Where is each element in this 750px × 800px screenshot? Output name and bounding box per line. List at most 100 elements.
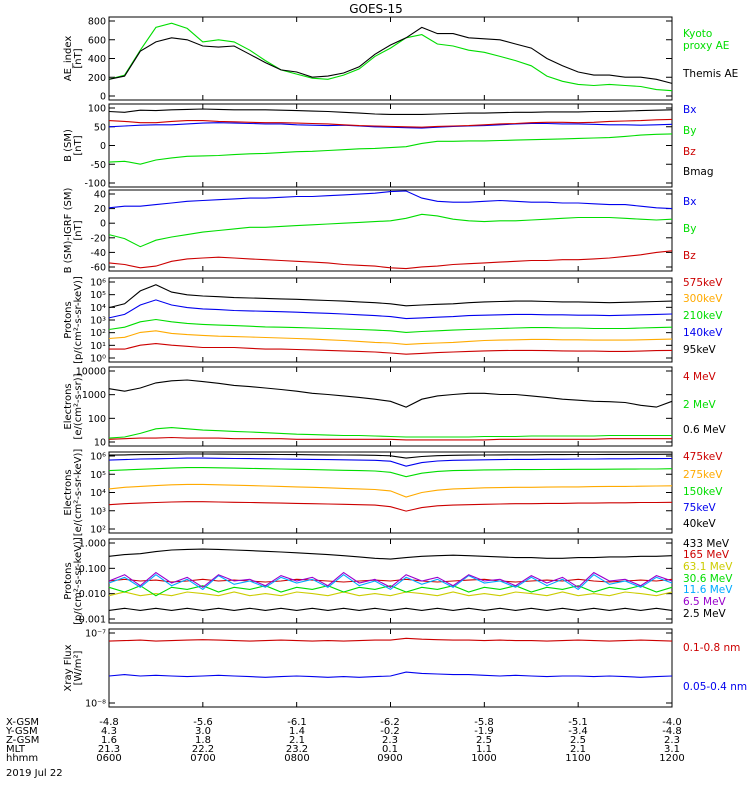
footer-value: 21.3 bbox=[98, 744, 120, 755]
footer-value: 1200 bbox=[659, 753, 684, 764]
series-line-bx bbox=[108, 122, 673, 129]
series-line-300kev bbox=[108, 330, 673, 345]
y-tick-label: 100 bbox=[88, 104, 106, 115]
legend-entry: 0.05-0.4 nm bbox=[683, 681, 747, 693]
footer-row-label: hhmm bbox=[6, 753, 38, 764]
footer-value: 22.2 bbox=[192, 744, 214, 755]
y-axis-label: Protons[p/(cm²-s-sr-keV)] bbox=[63, 276, 84, 364]
footer-value: -0.2 bbox=[380, 726, 400, 737]
y-tick-label: 10⁻⁷ bbox=[85, 629, 106, 640]
series-line-575kev bbox=[109, 343, 673, 355]
legend-entry: 4 MeV bbox=[683, 371, 717, 383]
legend-entry: 95keV bbox=[683, 344, 717, 356]
panel-3: 40 20 0 -20 -40 -60 B (SM)-IGRF (SM)[nT] Bx By Bz bbox=[63, 188, 696, 274]
legend-entry: Kyoto bbox=[683, 28, 712, 40]
footer-value: 2.5 bbox=[570, 735, 586, 746]
legend-entry: 0.6 MeV bbox=[683, 424, 727, 436]
series-line-210kev bbox=[108, 318, 673, 333]
y-tick-label: 0.001 bbox=[79, 615, 106, 626]
legend-entry: By bbox=[683, 125, 696, 137]
y-tick-label: 10² bbox=[90, 328, 106, 339]
legend-entry: 433 MeV bbox=[683, 538, 730, 550]
series-line-by bbox=[108, 213, 673, 248]
y-axis-label: Protons[p/(cm²-s-sr-keV)] bbox=[63, 537, 84, 625]
legend-entry: 63.1 MeV bbox=[683, 561, 733, 573]
y-tick-label: 200 bbox=[88, 73, 106, 84]
y-tick-label: -50 bbox=[90, 160, 106, 171]
footer-value: -5.6 bbox=[193, 717, 213, 728]
y-tick-label: 50 bbox=[94, 122, 106, 133]
panel-7: 1.000 0.100 0.010 0.001Protons[p/(cm²-s-sr-… bbox=[63, 537, 733, 625]
legend-entry: 2.5 MeV bbox=[683, 608, 727, 620]
y-tick-label: 10⁵ bbox=[90, 290, 106, 301]
series-line-kyoto-proxy-ae bbox=[108, 22, 673, 92]
y-tick-label: -20 bbox=[90, 233, 106, 244]
y-tick-label: 10¹ bbox=[90, 341, 106, 352]
panel-frame bbox=[108, 451, 673, 534]
legend-entry: Themis AE bbox=[682, 68, 738, 80]
legend-entry: 75keV bbox=[683, 502, 717, 514]
legend-entry: 210keV bbox=[683, 310, 723, 322]
panel-frame bbox=[108, 16, 673, 101]
y-tick-label: 10³ bbox=[90, 316, 106, 327]
footer-value: 2.5 bbox=[476, 735, 492, 746]
series-line-6-5-mev bbox=[108, 571, 673, 588]
footer-value: -4.0 bbox=[662, 717, 682, 728]
series-line-475kev bbox=[108, 501, 673, 512]
legend-entry: Bmag bbox=[683, 166, 714, 178]
series-line-4-mev bbox=[108, 436, 672, 441]
y-tick-label: 10 bbox=[94, 438, 106, 449]
panel-6: 10⁶ 10⁵ 10⁴ 10³ 10² Electrons[e/(cm²-s-sr-keV… bbox=[63, 449, 723, 537]
footer-value: 2.3 bbox=[382, 735, 398, 746]
footer-value: -6.2 bbox=[380, 717, 400, 728]
panel-frame bbox=[108, 103, 673, 188]
footer-value: 1.1 bbox=[476, 744, 492, 755]
footer-value: 2.3 bbox=[664, 735, 680, 746]
y-tick-label: 10² bbox=[90, 525, 106, 536]
legend-entry: 575keV bbox=[683, 277, 723, 289]
series-line-0-6-mev bbox=[108, 379, 673, 408]
footer-value: 0600 bbox=[96, 753, 121, 764]
series-line-140kev bbox=[108, 299, 673, 320]
y-tick-label: 1.000 bbox=[79, 539, 106, 550]
y-tick-label: 10⁵ bbox=[90, 470, 106, 481]
footer-row-label: MLT bbox=[6, 744, 26, 755]
legend-entry: proxy AE bbox=[683, 40, 729, 52]
y-tick-label: 20 bbox=[94, 204, 106, 215]
footer-value: 1.8 bbox=[195, 735, 211, 746]
series-line-bz bbox=[108, 118, 673, 128]
y-axis-label: B (SM)[nT] bbox=[63, 129, 84, 162]
legend-entry: 11.6 MeV bbox=[683, 584, 733, 596]
legend-entry: Bx bbox=[683, 104, 696, 116]
y-tick-label: 10⁶ bbox=[90, 452, 106, 463]
y-tick-label: 800 bbox=[88, 17, 106, 28]
plot-title: GOES-15 bbox=[349, 2, 403, 16]
series-line-0-05-0-4-nm bbox=[108, 671, 673, 678]
legend-entry: Bx bbox=[683, 196, 696, 208]
legend-entry: Bz bbox=[683, 250, 696, 262]
y-tick-label: -40 bbox=[90, 248, 106, 259]
y-tick-label: 1000 bbox=[82, 390, 106, 401]
footer-value: 2.1 bbox=[570, 744, 586, 755]
footer-value: 1.4 bbox=[289, 726, 305, 737]
legend-entry: By bbox=[683, 223, 696, 235]
legend-entry: 0.1-0.8 nm bbox=[683, 642, 740, 654]
series-line-433-mev bbox=[108, 548, 673, 560]
series-line-165-mev bbox=[108, 578, 673, 583]
panel-frame bbox=[108, 366, 673, 447]
legend-entry: 150keV bbox=[683, 486, 723, 498]
series-line-2-5-mev bbox=[108, 607, 673, 611]
legend-entry: 2 MeV bbox=[683, 399, 717, 411]
footer-value: 3.0 bbox=[195, 726, 211, 737]
panel-5: 10000 1000 100 10 Electrons[e/(cm²-s-sr)] 4 M… bbox=[63, 366, 727, 449]
y-tick-label: 0 bbox=[100, 92, 106, 103]
legend-entry: 30.6 MeV bbox=[683, 573, 733, 585]
footer-row-label: Y-GSM bbox=[5, 726, 38, 737]
footer-row-label: Z-GSM bbox=[6, 735, 39, 746]
y-tick-label: 10⁶ bbox=[90, 278, 106, 289]
